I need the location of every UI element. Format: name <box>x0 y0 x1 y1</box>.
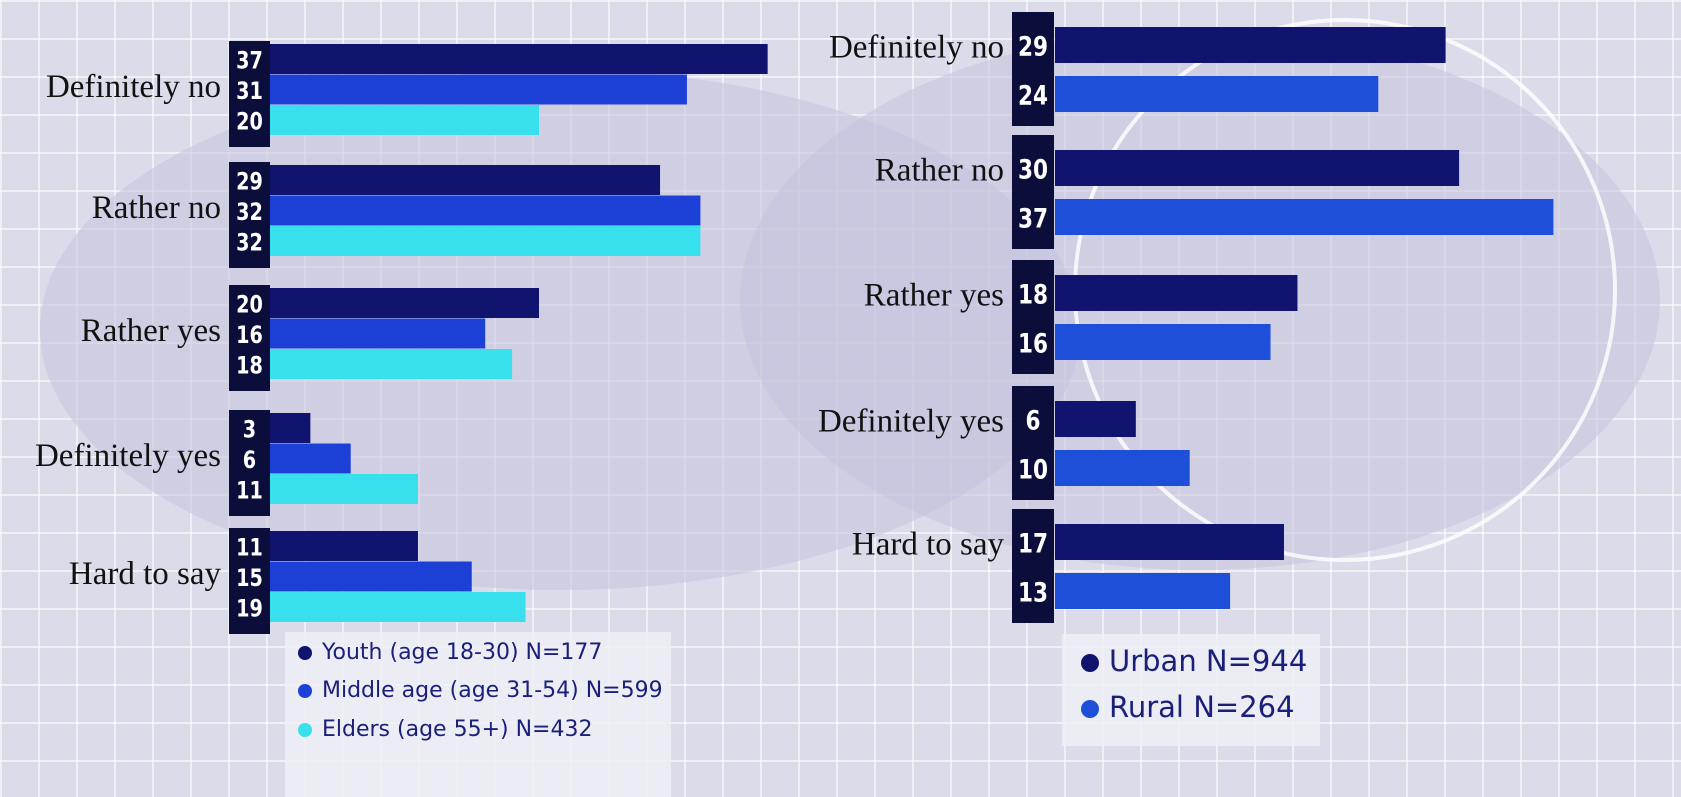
value-label: 18 <box>236 353 263 381</box>
label-box <box>1012 135 1054 249</box>
value-label: 3 <box>243 417 256 445</box>
bar <box>270 443 351 474</box>
bar <box>270 349 513 379</box>
value-label: 13 <box>1018 576 1048 608</box>
bar <box>1055 150 1460 186</box>
value-label: 32 <box>236 230 263 258</box>
legend-marker <box>298 646 312 660</box>
value-label: 24 <box>1018 79 1048 111</box>
bar <box>270 44 768 74</box>
bar <box>1055 27 1446 63</box>
bar <box>270 288 539 318</box>
legend-label: Elders (age 55+) N=432 <box>322 717 592 742</box>
category-label: Definitely yes <box>35 438 221 474</box>
label-box <box>1012 12 1054 126</box>
bar <box>270 592 526 622</box>
category-label: Definitely no <box>46 69 221 105</box>
legend-box <box>1062 634 1320 746</box>
value-label: 31 <box>236 78 263 106</box>
value-label: 32 <box>236 199 263 227</box>
label-box <box>229 162 270 268</box>
value-label: 19 <box>236 596 263 624</box>
bar <box>270 226 701 256</box>
value-label: 18 <box>1018 278 1048 310</box>
value-label: 10 <box>1018 453 1048 485</box>
bar <box>270 561 472 592</box>
category-label: Definitely no <box>829 30 1004 66</box>
value-label: 11 <box>236 535 263 563</box>
value-label: 16 <box>236 322 263 350</box>
label-box <box>229 528 270 634</box>
bar <box>1055 275 1298 311</box>
bar <box>270 195 701 226</box>
bar <box>270 531 418 561</box>
value-label: 20 <box>236 109 263 137</box>
bar <box>270 165 661 195</box>
value-label: 29 <box>1018 30 1048 62</box>
category-label: Rather yes <box>864 278 1004 314</box>
legend-marker <box>298 684 312 698</box>
bar <box>1055 401 1136 437</box>
value-label: 11 <box>236 478 263 506</box>
label-box <box>229 410 270 516</box>
label-box <box>1012 260 1054 374</box>
label-box <box>229 285 270 391</box>
legend-box <box>285 632 671 797</box>
legend-label: Middle age (age 31-54) N=599 <box>322 678 663 703</box>
value-label: 6 <box>1025 404 1040 436</box>
category-label: Rather no <box>875 153 1004 189</box>
bar <box>270 318 486 349</box>
bar <box>1055 199 1554 235</box>
value-label: 30 <box>1018 153 1048 185</box>
bar <box>1055 76 1379 112</box>
bar <box>270 474 418 504</box>
category-label: Hard to say <box>69 556 222 592</box>
label-box <box>1012 509 1054 623</box>
bar <box>270 413 311 443</box>
legend-marker <box>1081 654 1099 672</box>
bar <box>1055 450 1190 486</box>
legend-marker <box>1081 700 1099 718</box>
category-label: Rather no <box>92 190 221 226</box>
label-box <box>1012 386 1054 500</box>
value-label: 6 <box>243 447 256 475</box>
bar <box>1055 324 1271 360</box>
legend-marker <box>298 723 312 737</box>
category-label: Hard to say <box>852 527 1005 563</box>
value-label: 29 <box>236 169 263 197</box>
value-label: 17 <box>1018 527 1048 559</box>
value-label: 15 <box>236 565 263 593</box>
value-label: 20 <box>236 292 263 320</box>
bar <box>270 74 687 105</box>
label-box <box>229 41 270 147</box>
bar <box>1055 524 1284 560</box>
category-label: Definitely yes <box>818 404 1004 440</box>
bar <box>1055 573 1231 609</box>
legend-label: Urban N=944 <box>1109 644 1307 678</box>
legend-label: Youth (age 18-30) N=177 <box>321 640 602 665</box>
category-label: Rather yes <box>81 313 221 349</box>
value-label: 16 <box>1018 327 1048 359</box>
legend-label: Rural N=264 <box>1109 690 1295 724</box>
bar <box>270 105 539 135</box>
value-label: 37 <box>1018 202 1048 234</box>
value-label: 37 <box>236 48 263 76</box>
